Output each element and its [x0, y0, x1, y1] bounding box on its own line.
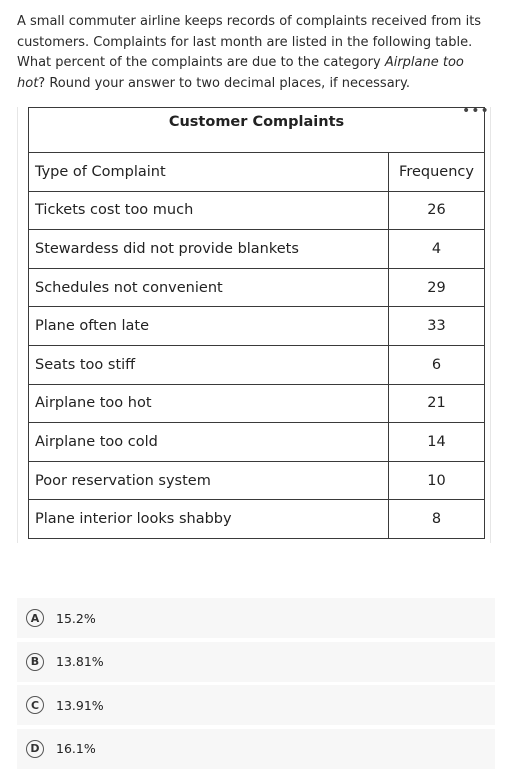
content-border-right	[490, 107, 491, 543]
more-options-icon[interactable]: •••	[462, 103, 490, 119]
choice-a[interactable]: A 15.2%	[17, 598, 495, 638]
choice-letter: A	[26, 609, 44, 627]
table-title-row: Customer Complaints	[28, 107, 485, 153]
table-title: Customer Complaints	[28, 107, 485, 153]
complaint-frequency: 14	[388, 422, 485, 462]
header-frequency: Frequency	[388, 152, 485, 192]
complaint-type: Seats too stiff	[28, 344, 389, 385]
question-emphasis: Airplane too hot	[17, 55, 464, 91]
complaint-frequency: 10	[388, 460, 485, 501]
choice-letter: B	[26, 652, 44, 671]
complaints-table-container: Customer Complaints Type of Complaint Fr…	[28, 107, 485, 539]
choice-c[interactable]: C 13.91%	[17, 685, 495, 725]
choice-text: 16.1%	[56, 741, 96, 756]
table-header-row: Type of Complaint Frequency	[28, 152, 485, 192]
table-row: Stewardess did not provide blankets 4	[28, 229, 485, 269]
table-row: Poor reservation system 10	[28, 460, 485, 501]
table-row: Tickets cost too much 26	[28, 190, 485, 231]
table-row: Seats too stiff 6	[28, 344, 485, 385]
complaint-frequency: 8	[388, 499, 485, 539]
choice-text: 15.2%	[56, 610, 96, 626]
choice-text: 13.81%	[56, 654, 104, 669]
complaint-frequency: 6	[388, 344, 485, 385]
table-row: Plane interior looks shabby 8	[28, 499, 485, 539]
complaint-type: Airplane too cold	[28, 422, 389, 462]
choice-d[interactable]: D 16.1%	[17, 728, 495, 769]
complaint-type: Airplane too hot	[28, 383, 389, 424]
content-border-left	[17, 107, 18, 543]
complaint-type: Plane often late	[28, 306, 389, 346]
complaint-frequency: 26	[388, 190, 485, 231]
choice-letter: C	[26, 696, 44, 714]
table-row: Airplane too hot 21	[28, 383, 485, 424]
answer-choices: A 15.2% B 13.81% C 13.91% D 16.1%	[17, 598, 495, 772]
choice-b[interactable]: B 13.81%	[17, 641, 495, 682]
header-type: Type of Complaint	[28, 152, 389, 192]
question-text: A small commuter airline keeps records o…	[17, 12, 492, 94]
question-part-2: ? Round your answer to two decimal place…	[38, 75, 410, 91]
choice-text: 13.91%	[56, 697, 104, 713]
complaint-frequency: 4	[388, 229, 485, 269]
complaint-frequency: 21	[388, 383, 485, 424]
complaint-type: Stewardess did not provide blankets	[28, 229, 389, 269]
complaints-table: Customer Complaints Type of Complaint Fr…	[28, 107, 485, 539]
complaint-type: Poor reservation system	[28, 460, 389, 501]
table-row: Airplane too cold 14	[28, 422, 485, 462]
complaint-type: Schedules not convenient	[28, 267, 389, 308]
choice-letter: D	[26, 739, 44, 758]
table-row: Plane often late 33	[28, 306, 485, 346]
table-row: Schedules not convenient 29	[28, 267, 485, 308]
complaint-type: Tickets cost too much	[28, 190, 389, 231]
complaint-type: Plane interior looks shabby	[28, 499, 389, 539]
complaint-frequency: 29	[388, 267, 485, 308]
complaint-frequency: 33	[388, 306, 485, 346]
question-part-1: A small commuter airline keeps records o…	[17, 14, 482, 70]
